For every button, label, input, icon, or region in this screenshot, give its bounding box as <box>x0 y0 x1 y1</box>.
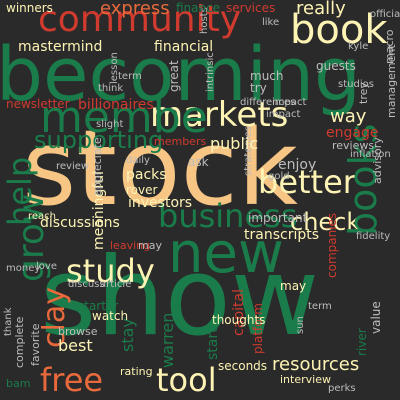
word-supporting: supporting <box>34 126 164 154</box>
word-rover: investors <box>128 195 193 211</box>
word-resources: resources <box>272 354 360 375</box>
word-fidelity: value <box>369 301 383 334</box>
word-like: much <box>250 69 284 83</box>
word-start: important <box>248 211 308 225</box>
word-investors: river <box>355 328 369 356</box>
word-appreciate: appreciate <box>91 137 104 196</box>
word-love: article <box>100 279 132 290</box>
word-complete: warren <box>158 312 177 368</box>
word-important: complete <box>13 316 26 368</box>
word-reach: think <box>98 83 124 94</box>
word-finance: finance <box>176 1 221 15</box>
word-lesson: love <box>36 261 57 272</box>
word-watch: watch <box>92 309 129 323</box>
word-listeners: kyle <box>348 41 369 52</box>
word-membe: new <box>168 221 284 286</box>
word-daily: rover <box>126 183 158 197</box>
word-platform: platform <box>251 303 265 354</box>
word-stock: stock <box>22 107 298 229</box>
word-thoughts: sun <box>295 316 306 334</box>
word-new: membe <box>40 92 208 143</box>
word-management: management <box>385 44 398 118</box>
word-express: express <box>100 0 170 19</box>
word-try: guests <box>316 59 356 73</box>
word-thank: money <box>6 263 41 274</box>
word-ask: ask <box>188 155 209 169</box>
word-rating: rating <box>120 365 153 378</box>
word-seconds: seconds <box>218 359 268 373</box>
word-favorite: stay <box>118 318 137 352</box>
word-business: tool <box>156 361 217 399</box>
word-show: show <box>40 235 320 360</box>
word-kyle: like <box>262 17 280 28</box>
word-members: members <box>154 135 207 148</box>
word-packs: packs <box>126 167 167 183</box>
word-community: community <box>38 0 242 40</box>
word-best: best <box>58 336 93 355</box>
word-help: check <box>290 208 361 236</box>
word-financial: financial <box>154 39 214 55</box>
word-reviews: reviews <box>332 139 375 152</box>
word-book: book <box>290 7 388 53</box>
word-clay: better <box>258 163 356 201</box>
word-enjoy: discussions <box>40 215 120 231</box>
word-discuss: thank <box>3 307 14 336</box>
word-differences: impact <box>272 97 307 108</box>
word-grow: business <box>158 197 298 235</box>
word-mastermind: mastermind <box>18 39 103 55</box>
word-winners: winners <box>6 1 53 15</box>
word-review: slight <box>96 119 124 130</box>
word-great: companies <box>325 212 339 278</box>
word-hosts: studios <box>338 79 374 90</box>
word-may: may <box>280 279 307 293</box>
word-really: really <box>296 0 346 19</box>
word-engage: engage <box>326 125 379 141</box>
word-transcripts: favorite <box>29 323 42 366</box>
word-gold: inflation <box>350 149 391 160</box>
word-browse: starter <box>78 299 119 313</box>
word-newsletter: newsletter <box>6 97 70 111</box>
word-starter: thoughts <box>212 313 266 327</box>
word-perks: bam <box>6 377 31 390</box>
word-article: discuss <box>68 279 105 290</box>
word-leaving: may <box>138 239 162 252</box>
word-billionaires: billionaires <box>78 97 154 113</box>
word-bam: browse <box>58 325 98 338</box>
word-discussions: start <box>205 327 221 360</box>
word-term: term <box>308 301 332 312</box>
word-better: free <box>40 361 104 399</box>
word-studios: intrinsic <box>205 52 216 92</box>
word-public: public <box>210 134 259 153</box>
word-guests: differences <box>240 97 296 108</box>
word-services: services <box>226 1 276 15</box>
word-inflation: fidelity <box>356 231 391 242</box>
word-becoming: becoming <box>0 32 361 118</box>
word-impact: impact <box>266 109 301 120</box>
word-warren: daily <box>126 155 150 166</box>
word-money: review <box>56 161 90 172</box>
word-sun: gold <box>268 171 290 182</box>
word-think: great <box>167 60 181 92</box>
word-helps: reach <box>28 211 57 222</box>
word-markets: markets <box>150 95 289 135</box>
word-slight: term <box>118 71 142 82</box>
word-much: try <box>250 81 267 95</box>
word-macro: official <box>370 9 400 20</box>
word-value: leaving <box>110 239 151 252</box>
word-interview: interview <box>280 373 331 386</box>
word-stay: enjoy <box>278 157 317 173</box>
word-river: transcripts <box>244 227 320 243</box>
word-free: study <box>66 252 155 290</box>
word-official: perks <box>328 383 356 394</box>
word-way: way <box>330 106 367 127</box>
